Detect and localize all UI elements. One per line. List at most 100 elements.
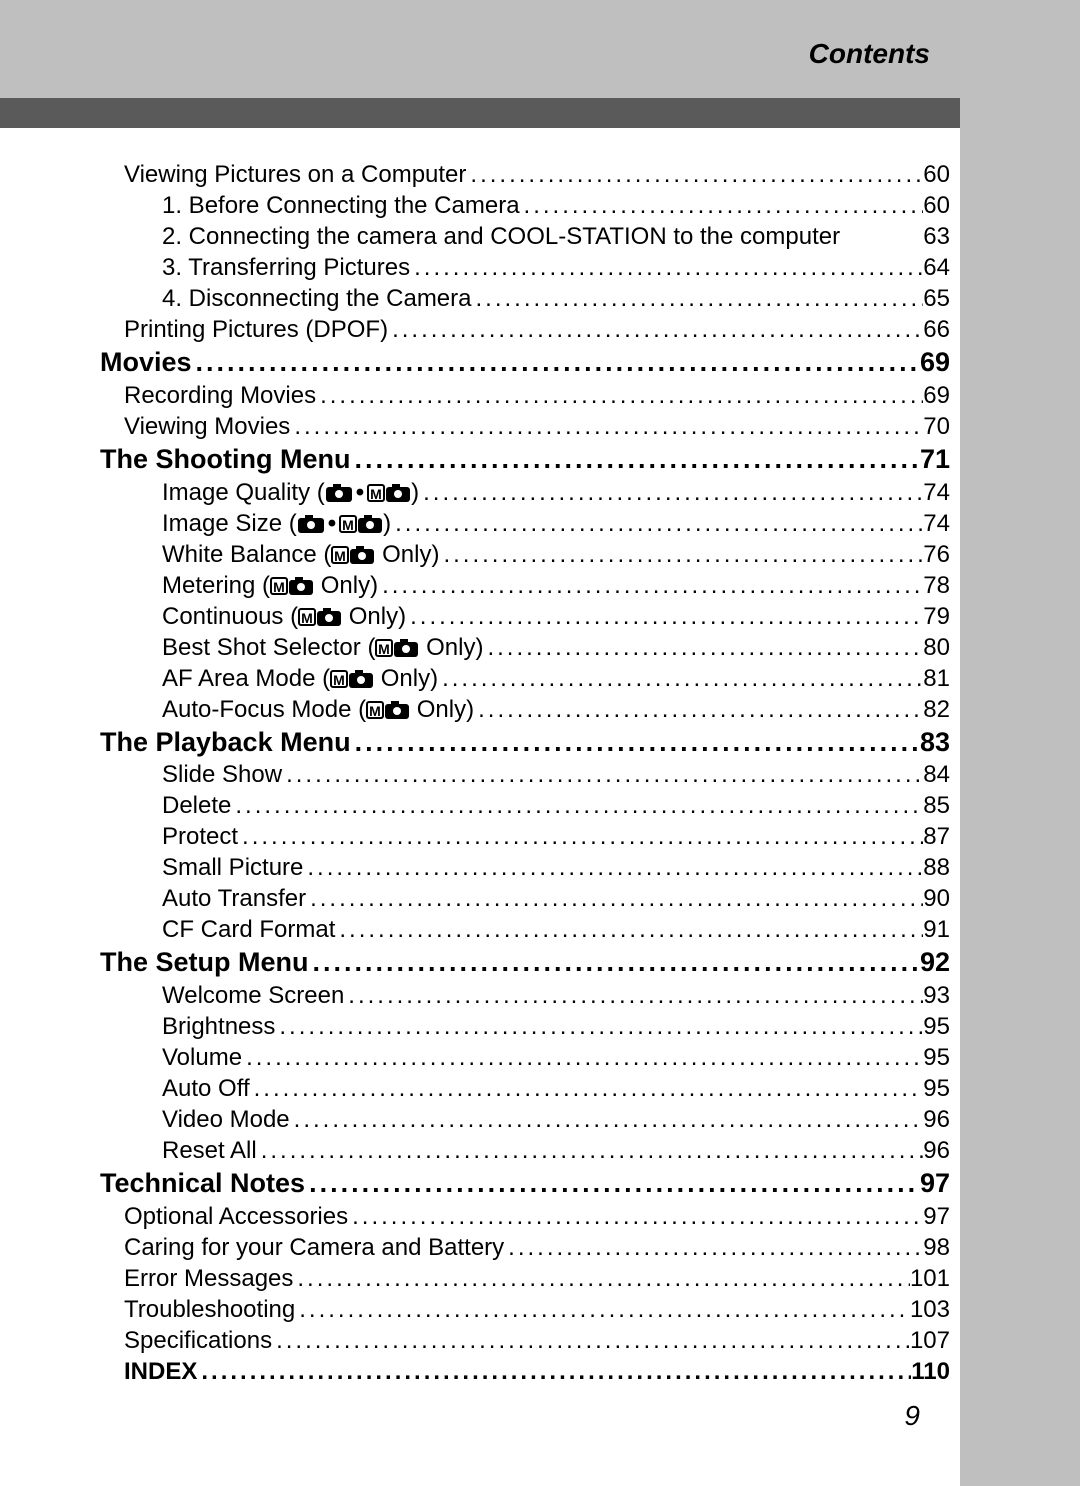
toc-row: Delete85 [162, 791, 950, 821]
toc-row: 3. Transferring Pictures64 [162, 253, 950, 283]
svg-text:M: M [333, 672, 345, 688]
toc-label-text: Technical Notes [100, 1168, 305, 1198]
toc-row: The Setup Menu 92 [100, 946, 950, 980]
toc-dots [419, 478, 923, 508]
toc-row: Troubleshooting103 [124, 1295, 950, 1325]
toc-page: 91 [923, 915, 950, 945]
toc-page: 101 [910, 1264, 950, 1294]
toc-label: Brightness [162, 1012, 275, 1042]
svg-text:M: M [379, 641, 391, 657]
toc-label: White Balance (M Only) [162, 540, 439, 570]
toc-dots [350, 443, 919, 477]
svg-text:M: M [342, 517, 354, 533]
toc-label-text: Auto Transfer [162, 885, 306, 912]
toc-label-text: AF Area Mode [162, 665, 322, 692]
toc-dots [348, 1202, 923, 1232]
toc-dots [406, 602, 923, 632]
toc-page: 97 [920, 1167, 950, 1201]
m-camera-icon: M [331, 545, 375, 565]
toc-label-text: Viewing Pictures on a Computer [124, 161, 466, 188]
toc-page: 80 [923, 633, 950, 663]
toc-row: White Balance (M Only) 76 [162, 540, 950, 570]
toc-page: 83 [920, 726, 950, 760]
toc-label-text: 2. Connecting the camera and COOL-STATIO… [162, 223, 840, 250]
only-text: Only [419, 634, 475, 661]
toc-dots [378, 571, 923, 601]
toc-label-text: Optional Accessories [124, 1203, 348, 1230]
toc-label-text: Movies [100, 347, 192, 377]
toc-label-text: Brightness [162, 1013, 275, 1040]
toc-dots [306, 884, 923, 914]
toc-row: Optional Accessories 97 [124, 1202, 950, 1232]
toc-dots [293, 1264, 910, 1294]
toc-label: Metering (M Only) [162, 571, 378, 601]
toc-row: Video Mode96 [162, 1105, 950, 1135]
toc-label-text: Small Picture [162, 854, 303, 881]
toc-page: 69 [923, 381, 950, 411]
svg-text:M: M [301, 610, 313, 626]
toc-label-text: Printing Pictures (DPOF) [124, 316, 388, 343]
toc-dots [275, 1012, 923, 1042]
toc-page: 96 [923, 1136, 950, 1166]
toc-label: Delete [162, 791, 231, 821]
m-camera-icon: M [330, 669, 374, 689]
toc-dots [504, 1233, 923, 1263]
toc-label: Auto Transfer [162, 884, 306, 914]
toc-row: Specifications 107 [124, 1326, 950, 1356]
toc-page: 70 [923, 412, 950, 442]
m-camera-icon: M [366, 700, 410, 720]
toc-page: 95 [923, 1043, 950, 1073]
toc-label: Small Picture [162, 853, 303, 883]
toc-label-text: The Playback Menu [100, 727, 351, 757]
toc-label-text: Error Messages [124, 1265, 293, 1292]
toc-page: 98 [923, 1233, 950, 1263]
toc-label: Auto Off [162, 1074, 250, 1104]
toc-row: The Shooting Menu71 [100, 443, 950, 477]
toc-label: INDEX [124, 1357, 197, 1387]
toc-label: Welcome Screen [162, 981, 344, 1011]
toc-label: Specifications [124, 1326, 272, 1356]
toc-label: 4. Disconnecting the Camera [162, 284, 472, 314]
toc-label: Slide Show [162, 760, 282, 790]
toc-row: Printing Pictures (DPOF) 66 [124, 315, 950, 345]
toc-page: 82 [923, 695, 950, 725]
toc-row: The Playback Menu 83 [100, 726, 950, 760]
toc-dots [410, 253, 923, 283]
toc-row: INDEX 110 [124, 1357, 950, 1387]
toc-label-text: 3. Transferring Pictures [162, 254, 410, 281]
toc-page: 66 [923, 315, 950, 345]
toc-row: AF Area Mode (M Only)81 [162, 664, 950, 694]
toc-label-text: Protect [162, 823, 238, 850]
only-text: Only [314, 572, 370, 599]
toc-label-text: Recording Movies [124, 382, 316, 409]
toc-page: 60 [923, 191, 950, 221]
m-camera-icon: M [375, 638, 419, 658]
toc-page: 92 [920, 946, 950, 980]
toc-page: 74 [923, 478, 950, 508]
toc-label-text: Image Size [162, 510, 289, 537]
toc-row: Viewing Movies70 [124, 412, 950, 442]
toc-label: The Playback Menu [100, 726, 351, 760]
toc-page: 90 [923, 884, 950, 914]
toc-row: Reset All 96 [162, 1136, 950, 1166]
toc-label-text: Best Shot Selector [162, 634, 367, 661]
toc-dots [305, 1167, 920, 1201]
toc-page: 74 [923, 509, 950, 539]
toc-page: 107 [910, 1326, 950, 1356]
m-camera-icon: M [339, 514, 383, 534]
toc-label-text: Reset All [162, 1137, 257, 1164]
toc-page: 97 [923, 1202, 950, 1232]
svg-text:M: M [335, 548, 347, 564]
camera-icon [325, 483, 353, 503]
toc-dots [197, 1357, 911, 1387]
toc-label-text: White Balance [162, 541, 323, 568]
toc-label-text: The Setup Menu [100, 947, 309, 977]
toc-dots [472, 284, 924, 314]
toc-row: 4. Disconnecting the Camera65 [162, 284, 950, 314]
toc-page: 110 [911, 1357, 950, 1387]
toc-dots [474, 695, 923, 725]
toc-page: 95 [923, 1012, 950, 1042]
separator-dot-icon: • [325, 510, 339, 537]
toc-dots [520, 191, 924, 221]
toc-page: 76 [923, 540, 950, 570]
